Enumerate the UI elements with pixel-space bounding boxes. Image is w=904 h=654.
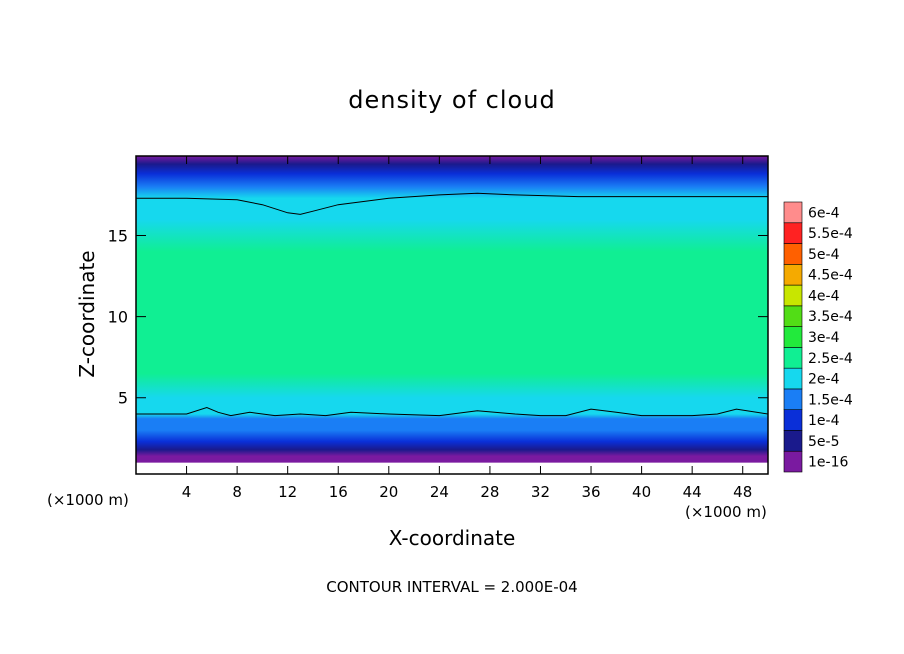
colorbar-label: 3.5e-4 [808,309,853,325]
colorbar-label: 2e-4 [808,372,840,388]
colorbar-swatch [783,450,803,473]
y-tick-label: 10 [108,308,128,327]
contour-lines [136,192,768,417]
colorbar-label: 3e-4 [808,330,840,346]
x-tick-label: 32 [531,483,550,501]
colorbar-swatch [783,284,803,307]
colorbar-label: 1e-4 [808,413,840,429]
x-unit-label-left: (×1000 m) [47,491,129,509]
colorbar-swatch [783,409,803,431]
x-tick-label: 8 [232,483,242,501]
plot-frame [135,155,769,475]
x-tick-label: 20 [379,483,398,501]
x-axis-label: X-coordinate [388,526,516,550]
colorbar-swatch [783,430,803,452]
y-axis-label: Z-coordinate [75,250,99,378]
x-unit-label-right: (×1000 m) [685,503,767,521]
colorbar-swatch [783,388,803,410]
colorbar-label: 1.5e-4 [808,392,853,408]
colorbar: 1e-16 5e-5 1e-4 1.5e-4 2e-4 2.5e-4 3e-4 3.5e-4 4… [783,201,853,473]
colorbar-swatch [783,305,803,327]
colorbar-label: 5e-4 [808,247,840,263]
x-tick-label: 40 [632,483,651,501]
x-tick-label: 4 [182,483,192,501]
colorbar-swatch [783,243,803,265]
colorbar-swatch [783,264,803,286]
colorbar-label: 4e-4 [808,289,840,305]
below-cloud-base [136,462,768,474]
contour-line-0 [136,192,768,215]
colorbar-label: 5.5e-4 [808,226,853,242]
colorbar-swatch [783,326,803,348]
colorbar-label: 1e-16 [808,455,848,471]
colorbar-label: 6e-4 [808,205,840,221]
contour-line-1 [136,406,768,417]
density-fill [136,156,768,474]
x-tick-label: 24 [430,483,449,501]
colorbar-swatch [783,201,803,224]
colorbar-swatch [783,347,803,369]
contour-interval-note: CONTOUR INTERVAL = 2.000E-04 [326,578,578,596]
y-tick-label: 15 [108,227,128,246]
y-tick-label: 5 [118,389,128,408]
colorbar-label: 2.5e-4 [808,351,853,367]
colorbar-swatch [783,222,803,244]
chart-title: density of cloud [348,86,556,114]
x-tick-label: 44 [683,483,702,501]
x-tick-label: 16 [329,483,348,501]
colorbar-label: 5e-5 [808,434,839,450]
density-field [136,156,768,474]
colorbar-swatch [783,367,803,390]
colorbar-label: 4.5e-4 [808,268,853,284]
x-tick-label: 36 [581,483,600,501]
x-tick-label: 48 [733,483,752,501]
x-tick-label: 28 [480,483,499,501]
x-tick-label: 12 [278,483,297,501]
